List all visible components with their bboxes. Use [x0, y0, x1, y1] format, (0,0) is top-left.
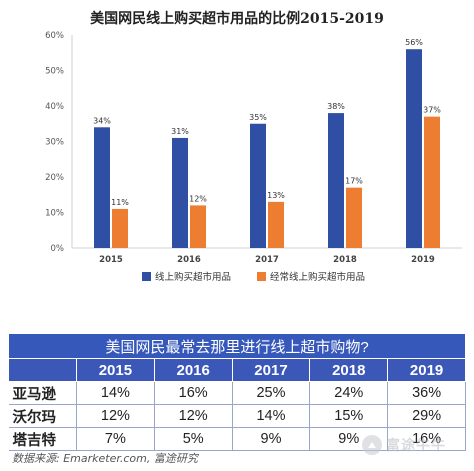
bar-frequent-2018	[346, 187, 362, 248]
legend-swatch-online-purchase	[142, 271, 151, 281]
y-tick-label: 50%	[45, 67, 64, 77]
bar-online-2015	[94, 127, 110, 248]
table-cell: 16%	[154, 381, 233, 405]
table-cell: 5%	[154, 427, 233, 451]
table-cell: 16%	[387, 427, 466, 451]
retailer-share-table: 美国网民最常去那里进行线上超市购物? 2015 2016 2017 2018 2…	[8, 333, 466, 451]
table-header-row: 2015 2016 2017 2018 2019	[8, 358, 466, 382]
legend-item-online-purchase: 线上购买超市用品	[142, 269, 231, 283]
data-label: 17%	[345, 177, 363, 186]
table-cell: 12%	[76, 404, 155, 428]
x-tick-label: 2016	[177, 255, 201, 265]
table-header-empty	[8, 358, 77, 382]
table-cell: 7%	[76, 427, 155, 451]
data-label: 12%	[189, 194, 207, 203]
legend-label-frequent-online-purchase: 经常线上购买超市用品	[270, 272, 366, 283]
bar-frequent-2015	[112, 208, 128, 248]
data-label: 31%	[171, 127, 189, 136]
bar-online-2017	[250, 123, 266, 248]
data-label: 37%	[423, 106, 441, 115]
x-tick-label: 2015	[99, 255, 123, 265]
table-header-2019: 2019	[387, 358, 466, 382]
legend-label-online-purchase: 线上购买超市用品	[155, 272, 232, 283]
table-header-2016: 2016	[153, 358, 233, 382]
bar-frequent-2017	[268, 201, 284, 248]
y-tick-label: 40%	[45, 102, 64, 112]
x-tick-label: 2019	[411, 255, 435, 265]
watermark-text: 富途牛牛	[386, 438, 446, 454]
data-label: 13%	[267, 191, 285, 200]
y-tick-label: 0%	[51, 244, 65, 254]
table-cell: 24%	[309, 381, 389, 405]
legend-swatch-frequent-online-purchase	[257, 271, 267, 281]
row-label-amazon: 亚马逊	[8, 381, 77, 405]
data-source-note: 数据来源: Emarketer.com, 富途研究	[12, 452, 198, 465]
chart-legend: 线上购买超市用品 经常线上购买超市用品	[142, 268, 365, 284]
data-label: 56%	[405, 38, 423, 47]
x-tick-label: 2017	[255, 255, 279, 265]
table-cell: 14%	[76, 381, 155, 405]
watermark-logo-icon	[362, 435, 382, 455]
y-tick-label: 30%	[45, 138, 64, 148]
table-row: 沃尔玛 12% 12% 14% 15% 29%	[8, 404, 466, 428]
bar-online-2019	[406, 49, 422, 249]
chart-title: 美国网民线上购买超市用品的比例2015-2019	[90, 11, 384, 27]
table-header-2018: 2018	[309, 358, 389, 382]
bar-online-2018	[328, 113, 344, 248]
data-label: 34%	[93, 116, 111, 125]
chart-plot: 0% 10% 20% 30% 40% 50% 60% 34% 11% 2015 31% 12% 2016…	[45, 31, 462, 265]
x-tick-label: 2018	[333, 255, 357, 265]
bar-chart: 美国网民线上购买超市用品的比例2015-2019 0% 10% 20% 30% 40% 5…	[45, 11, 462, 284]
table-header-2017: 2017	[231, 358, 311, 382]
table-row: 塔吉特 7% 5% 9% 9% 16%	[8, 427, 466, 451]
bar-frequent-2016	[190, 205, 206, 248]
bar-online-2016	[172, 137, 188, 248]
table-cell: 12%	[154, 404, 233, 428]
data-label: 38%	[327, 102, 345, 111]
table-cell: 9%	[232, 427, 311, 451]
row-label-target: 塔吉特	[8, 427, 77, 451]
watermark: 富途牛牛	[362, 431, 472, 459]
y-tick-label: 10%	[45, 209, 64, 219]
table-cell: 36%	[387, 381, 466, 405]
bar-frequent-2019	[424, 116, 440, 249]
table-title: 美国网民最常去那里进行线上超市购物?	[8, 333, 466, 359]
table-title-row: 美国网民最常去那里进行线上超市购物?	[8, 333, 466, 359]
y-tick-label: 60%	[45, 31, 64, 41]
table-row: 亚马逊 14% 16% 25% 24% 36%	[8, 381, 466, 405]
table-header-2015: 2015	[76, 358, 155, 382]
table-cell: 15%	[309, 404, 389, 428]
table-cell: 14%	[232, 404, 311, 428]
y-tick-label: 20%	[45, 173, 64, 183]
table-cell: 29%	[387, 404, 466, 428]
data-label: 35%	[249, 113, 267, 122]
data-label: 11%	[111, 198, 129, 207]
row-label-walmart: 沃尔玛	[8, 404, 77, 428]
legend-item-frequent-online-purchase: 经常线上购买超市用品	[257, 269, 365, 283]
table-cell: 25%	[232, 381, 311, 405]
